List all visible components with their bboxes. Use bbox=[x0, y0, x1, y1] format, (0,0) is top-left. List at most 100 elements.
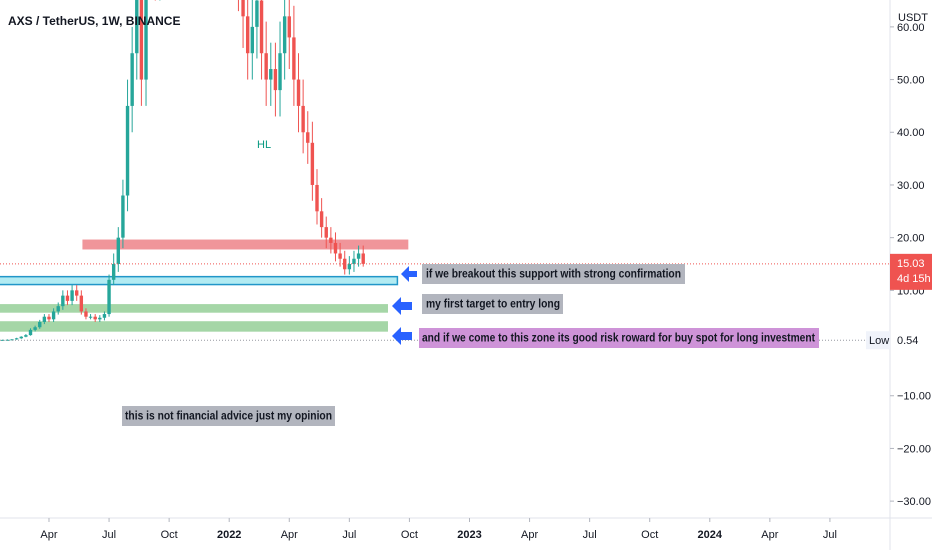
candle-body bbox=[315, 184, 319, 212]
low-value: 0.54 bbox=[897, 335, 918, 347]
y-tick-label: 60.00 bbox=[897, 22, 925, 34]
candle-body bbox=[130, 53, 134, 106]
candle-body bbox=[75, 290, 79, 296]
y-tick-label: −20.00 bbox=[897, 443, 931, 455]
candle-body bbox=[70, 290, 74, 301]
candle-body bbox=[347, 264, 352, 270]
x-tick-label: 2022 bbox=[217, 529, 241, 541]
x-tick-label: 2024 bbox=[698, 529, 723, 541]
chart-title: AXS / TetherUS, 1W, BINANCE bbox=[8, 14, 180, 28]
candle-body bbox=[121, 195, 125, 238]
annotation-box bbox=[122, 406, 335, 426]
candle-body bbox=[24, 335, 28, 337]
y-tick-label: −10.00 bbox=[897, 391, 931, 403]
candle-body bbox=[1, 339, 5, 341]
x-tick-label: Apr bbox=[40, 529, 57, 541]
pattern-label: HL bbox=[257, 139, 271, 151]
x-tick-label: Jul bbox=[342, 529, 356, 541]
x-tick-label: Oct bbox=[641, 529, 658, 541]
y-tick-label: 20.00 bbox=[897, 233, 925, 245]
candle-body bbox=[107, 279, 111, 315]
candle-body bbox=[282, 16, 287, 54]
arrow bbox=[392, 327, 412, 345]
candle-body bbox=[33, 327, 37, 330]
candle-body bbox=[245, 16, 250, 54]
x-axis: Apr Jul Oct 2022 Apr Jul Oct 2023 Apr Jul Oct 2024 A… bbox=[0, 517, 932, 541]
candle-body bbox=[111, 264, 116, 280]
candle-body bbox=[93, 316, 97, 320]
candle-body bbox=[61, 295, 65, 307]
candle-body bbox=[65, 295, 70, 301]
candle-body bbox=[306, 132, 310, 143]
candle-body bbox=[250, 26, 255, 54]
annotation-box bbox=[422, 294, 563, 314]
countdown: 4d 15h bbox=[897, 273, 931, 285]
candle-body bbox=[296, 79, 301, 106]
candle-body bbox=[259, 0, 264, 54]
low-tag-label: Low bbox=[869, 335, 889, 347]
annotation-box bbox=[422, 264, 685, 284]
annotation: if we breakout this support with strong … bbox=[426, 267, 681, 281]
candle-body bbox=[356, 253, 361, 259]
x-tick-label: Apr bbox=[521, 529, 538, 541]
candle-body bbox=[102, 314, 107, 318]
annotation: my first target to entry long bbox=[426, 297, 560, 311]
zone bbox=[0, 275, 399, 286]
candle-body bbox=[287, 16, 291, 38]
zone bbox=[82, 239, 409, 250]
candle-body bbox=[329, 237, 333, 243]
candle-body bbox=[361, 253, 365, 264]
low-tag bbox=[866, 331, 890, 350]
candle-body bbox=[292, 37, 296, 80]
x-tick-label: Apr bbox=[761, 529, 778, 541]
candle-body bbox=[324, 227, 328, 238]
candle-body bbox=[301, 105, 305, 133]
candle-body bbox=[125, 105, 130, 196]
candle-body bbox=[255, 0, 259, 27]
y-tick-label: −30.00 bbox=[897, 496, 931, 508]
annotation: and if we come to this zone its good ris… bbox=[422, 331, 815, 345]
x-tick-label: Jul bbox=[823, 529, 837, 541]
candle-body bbox=[79, 295, 84, 312]
x-tick-label: Oct bbox=[161, 529, 178, 541]
price-tags: 15.03 4d 15h Low 0.54 bbox=[866, 253, 932, 350]
candle-body bbox=[14, 338, 19, 340]
annotation-box bbox=[419, 328, 819, 348]
candle-body bbox=[269, 69, 273, 80]
x-tick-label: Oct bbox=[401, 529, 418, 541]
low-value-bg bbox=[891, 331, 932, 350]
candle-body bbox=[241, 0, 245, 17]
arrow bbox=[392, 297, 412, 315]
arrow bbox=[401, 266, 417, 282]
candle-body bbox=[352, 258, 356, 265]
candle-body bbox=[338, 253, 342, 259]
candle-body bbox=[5, 339, 10, 341]
x-tick-label: Jul bbox=[102, 529, 116, 541]
y-tick-label: 30.00 bbox=[897, 180, 925, 192]
candle-body bbox=[273, 69, 278, 91]
candle-body bbox=[19, 336, 23, 339]
candle-body bbox=[42, 316, 47, 322]
zone bbox=[0, 304, 388, 313]
candle-body bbox=[135, 0, 139, 54]
candle-body bbox=[88, 316, 93, 318]
candle-body bbox=[144, 0, 148, 80]
candle-body bbox=[264, 53, 268, 80]
last-price-value: 15.03 bbox=[897, 258, 925, 270]
candle-body bbox=[116, 237, 120, 265]
candle-body bbox=[333, 242, 338, 254]
candle-body bbox=[343, 258, 347, 270]
zones bbox=[0, 239, 409, 332]
x-tick-label: 2023 bbox=[457, 529, 481, 541]
currency-label: USDT bbox=[898, 12, 928, 24]
annotation: this is not financial advice just my opi… bbox=[125, 409, 332, 423]
candle-body bbox=[278, 53, 282, 91]
candle-body bbox=[319, 211, 324, 228]
candle-body bbox=[47, 316, 51, 320]
x-tick-label: Jul bbox=[583, 529, 597, 541]
candle-body bbox=[139, 0, 144, 80]
candle-body bbox=[56, 306, 60, 312]
x-tick-label: Apr bbox=[281, 529, 298, 541]
candle-body bbox=[38, 321, 42, 328]
